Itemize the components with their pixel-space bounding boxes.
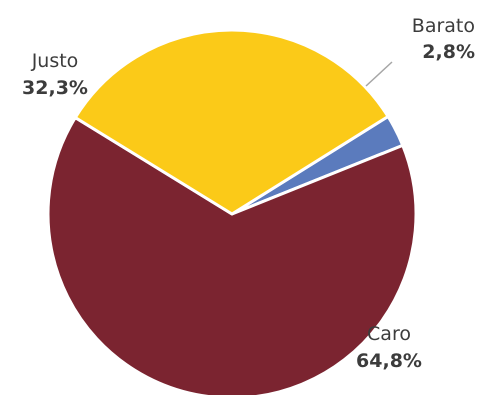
slice-value-justo: 32,3%: [22, 77, 88, 99]
slice-label-barato: Barato: [412, 15, 475, 37]
pie-slice-justo: [73, 28, 390, 216]
slice-value-caro: 64,8%: [356, 350, 422, 372]
leader-line-barato: [365, 61, 393, 87]
slice-value-barato: 2,8%: [422, 41, 475, 63]
slice-label-caro: Caro: [367, 323, 411, 345]
pie-slices: [46, 28, 418, 400]
slice-label-justo: Justo: [31, 50, 79, 72]
